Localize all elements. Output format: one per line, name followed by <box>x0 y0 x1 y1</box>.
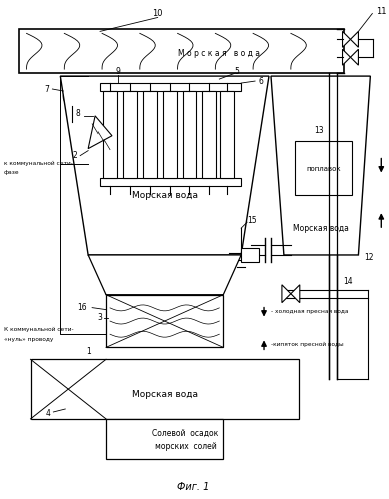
Text: 5: 5 <box>235 67 240 76</box>
Bar <box>19 29 343 73</box>
Text: 15: 15 <box>247 216 257 225</box>
Text: - холодная пресная вода: - холодная пресная вода <box>271 309 349 314</box>
Bar <box>100 83 241 91</box>
Polygon shape <box>343 31 350 47</box>
Text: 7: 7 <box>44 84 49 93</box>
Bar <box>295 141 352 195</box>
Bar <box>163 91 177 179</box>
Text: Морская вода: Морская вода <box>131 191 198 200</box>
Bar <box>103 91 117 179</box>
Text: морских  солей: морских солей <box>155 442 216 451</box>
Text: поплавок: поплавок <box>307 166 341 172</box>
Bar <box>182 91 196 179</box>
Polygon shape <box>291 285 300 303</box>
Text: К коммунальной сети-: К коммунальной сети- <box>4 327 73 332</box>
Text: 3: 3 <box>98 313 103 322</box>
Text: 1: 1 <box>86 347 91 356</box>
Text: 9: 9 <box>116 67 120 76</box>
Polygon shape <box>88 116 112 149</box>
Text: 10: 10 <box>152 9 163 18</box>
Text: «нуль» проводу: «нуль» проводу <box>4 337 53 342</box>
Bar <box>30 359 299 419</box>
Text: к коммунальной сети-: к коммунальной сети- <box>4 161 73 166</box>
Text: 11: 11 <box>376 7 387 16</box>
Text: фазе: фазе <box>4 170 19 175</box>
Bar <box>100 179 241 187</box>
Text: М о р с к а я   в о д а: М о р с к а я в о д а <box>178 49 260 58</box>
Bar <box>241 248 259 262</box>
Bar <box>123 91 137 179</box>
Bar <box>143 91 157 179</box>
Polygon shape <box>271 76 370 255</box>
Text: 12: 12 <box>364 253 374 262</box>
Text: Морская вода: Морская вода <box>293 224 349 233</box>
Text: 16: 16 <box>77 303 87 312</box>
Text: 4: 4 <box>46 410 51 419</box>
Text: 2: 2 <box>73 151 77 160</box>
Polygon shape <box>350 49 358 65</box>
Text: 8: 8 <box>76 109 81 118</box>
Bar <box>106 419 223 459</box>
Text: 6: 6 <box>259 76 263 85</box>
Text: Солевой  осадок: Солевой осадок <box>152 429 219 438</box>
Polygon shape <box>60 76 269 255</box>
Polygon shape <box>350 31 358 47</box>
Text: 13: 13 <box>314 126 323 135</box>
Text: Морская вода: Морская вода <box>131 390 198 399</box>
Bar <box>202 91 216 179</box>
Text: Фиг. 1: Фиг. 1 <box>177 482 210 492</box>
Polygon shape <box>282 285 291 303</box>
Text: 14: 14 <box>343 277 353 286</box>
Bar <box>220 91 234 179</box>
Text: -кипяток пресной воды: -кипяток пресной воды <box>271 342 343 347</box>
Polygon shape <box>343 49 350 65</box>
Bar <box>106 295 223 347</box>
Polygon shape <box>88 255 241 295</box>
